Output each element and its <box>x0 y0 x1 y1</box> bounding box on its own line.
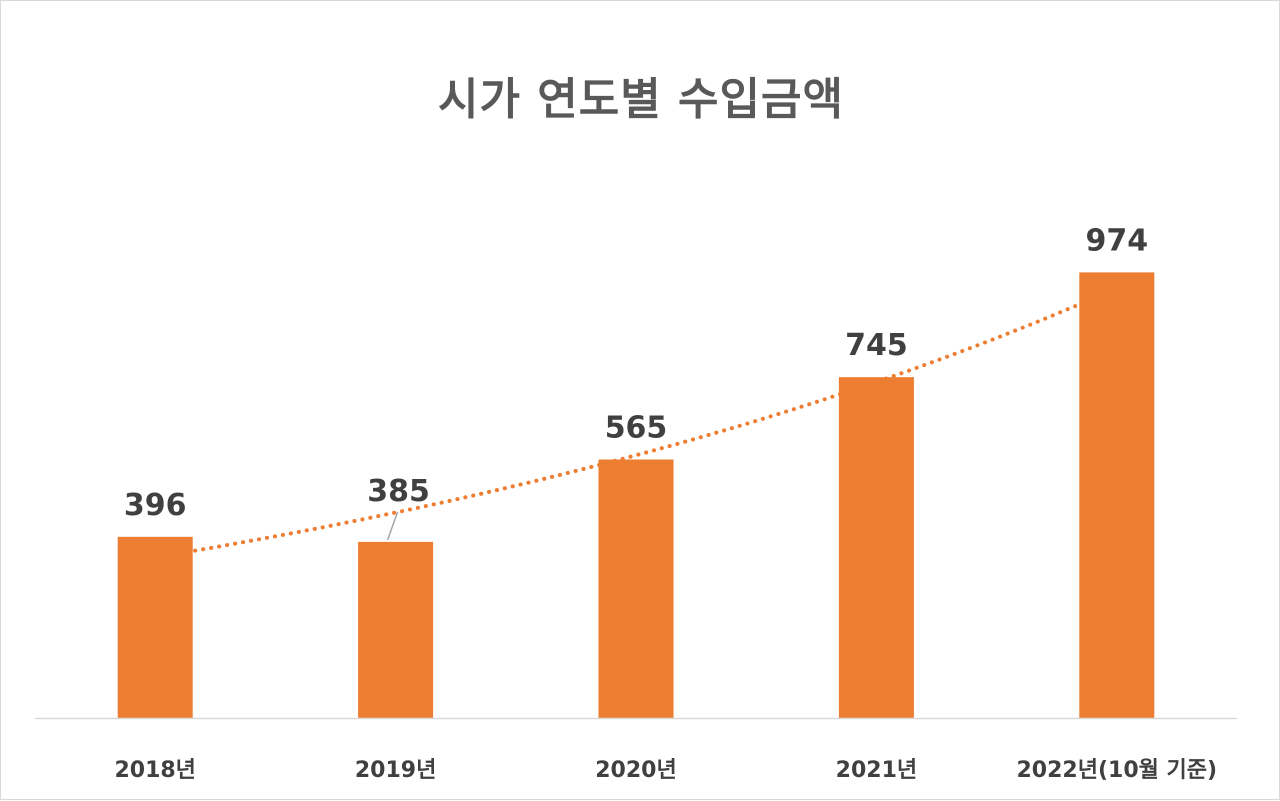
data-label-4: 974 <box>1085 223 1148 258</box>
bar-3 <box>838 377 914 718</box>
leader-line <box>386 511 399 541</box>
x-tick-label-4: 2022년(10월 기준) <box>1017 758 1218 783</box>
chart-title: 시가 연도별 수입금액 <box>438 74 844 125</box>
data-label-0: 396 <box>124 488 187 523</box>
bar-0 <box>117 536 193 718</box>
x-tick-label-0: 2018년 <box>114 758 195 783</box>
data-label-2: 565 <box>605 411 668 446</box>
x-tick-label-1: 2019년 <box>355 758 436 783</box>
data-label-1: 385 <box>367 474 430 509</box>
x-tick-label-2: 2020년 <box>595 758 676 783</box>
bar-1 <box>358 541 434 718</box>
x-tick-label-3: 2021년 <box>836 758 917 783</box>
trendline <box>153 286 1119 560</box>
data-label-3: 745 <box>845 328 908 363</box>
bar-2 <box>598 459 674 718</box>
bar-4 <box>1079 272 1155 718</box>
